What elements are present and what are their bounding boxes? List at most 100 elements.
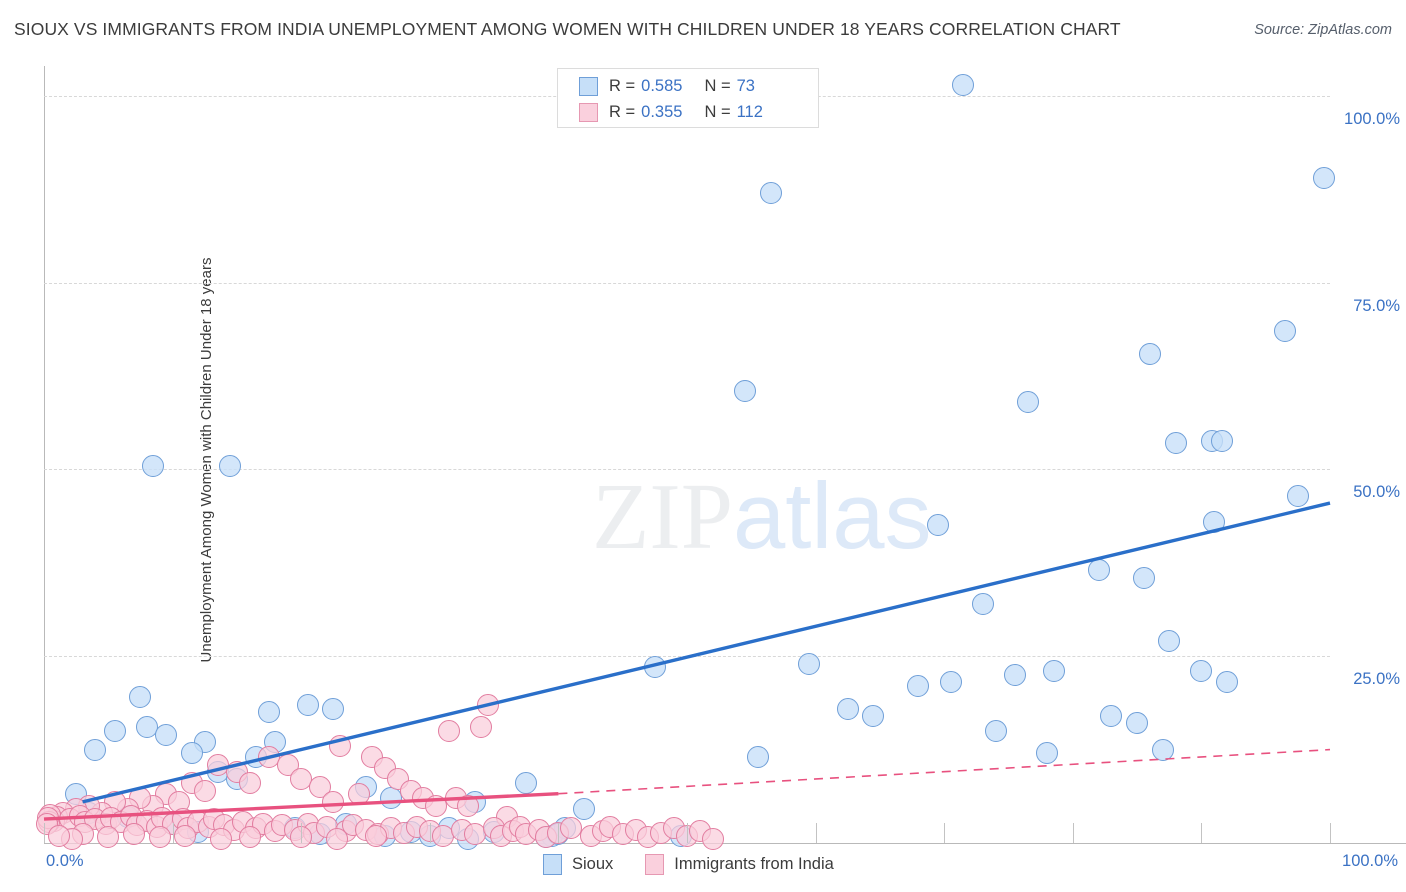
data-point: [142, 454, 165, 477]
gridline-25: [44, 656, 1330, 658]
data-point: [348, 783, 371, 806]
data-point: [952, 73, 975, 96]
data-point: [515, 772, 538, 795]
data-point: [97, 826, 120, 849]
legend-label-immigrants-from-india: Immigrants from India: [674, 854, 834, 873]
x-axis-line: [44, 843, 1406, 844]
stats-r-key-immigrants-from-india: R =: [609, 102, 636, 121]
page-title: SIOUX VS IMMIGRANTS FROM INDIA UNEMPLOYM…: [14, 19, 1121, 39]
watermark-atlas: atlas: [733, 463, 932, 568]
data-point: [746, 746, 769, 769]
data-point: [364, 824, 387, 847]
data-point: [470, 716, 493, 739]
legend-label-sioux: Sioux: [572, 854, 614, 873]
x-axis-min-label: 0.0%: [46, 852, 84, 870]
data-point: [1203, 510, 1226, 533]
x-tick-60: [815, 823, 817, 843]
x-tick-90: [1201, 823, 1203, 843]
stats-r-value-immigrants-from-india: 0.355: [641, 102, 683, 121]
data-point: [103, 719, 126, 742]
data-point: [939, 671, 962, 694]
data-point: [1164, 432, 1187, 455]
data-point: [1286, 484, 1309, 507]
stats-r-value-sioux: 0.585: [641, 76, 683, 95]
data-point: [328, 734, 351, 757]
x-tick-70: [944, 823, 946, 843]
data-point: [380, 787, 403, 810]
data-point: [123, 823, 146, 846]
data-point: [48, 824, 71, 847]
data-point: [1132, 566, 1155, 589]
stats-n-key-sioux: N =: [704, 76, 731, 95]
data-point: [971, 592, 994, 615]
y-tick-label-25: 25.0%: [1353, 670, 1400, 689]
stats-n-value-immigrants-from-india: 112: [736, 102, 763, 121]
stats-r-key-sioux: R =: [609, 76, 636, 95]
data-point: [701, 827, 724, 850]
data-point: [180, 742, 203, 765]
x-tick-10: [172, 823, 174, 843]
data-point: [219, 454, 242, 477]
data-point: [1016, 391, 1039, 414]
stats-row-immigrants-from-india: R = 0.355 N = 112: [579, 99, 763, 125]
y-axis-title-container: Unemployment Among Women with Children U…: [6, 160, 215, 760]
data-point: [210, 827, 233, 850]
data-point: [326, 827, 349, 850]
data-point: [1210, 430, 1233, 453]
x-tick-30: [429, 823, 431, 843]
data-point: [1100, 704, 1123, 727]
data-point: [926, 514, 949, 537]
data-point: [1151, 738, 1174, 761]
source-label: Source: ZipAtlas.com: [1254, 22, 1392, 38]
data-point: [836, 697, 859, 720]
data-point: [733, 379, 756, 402]
data-point: [573, 798, 596, 821]
y-tick-label-100: 100.0%: [1344, 109, 1400, 128]
x-tick-80: [1072, 823, 1074, 843]
watermark: ZIPatlas: [592, 462, 932, 571]
x-axis-max-label: 100.0%: [1342, 852, 1398, 870]
data-point: [238, 826, 261, 849]
data-point: [862, 704, 885, 727]
data-point: [425, 794, 448, 817]
stats-n-value-sioux: 73: [736, 76, 755, 95]
y-axis-line: [44, 66, 45, 843]
data-point: [643, 656, 666, 679]
x-tick-100: [1330, 823, 1331, 843]
gridline-50: [44, 469, 1330, 471]
data-point: [1158, 630, 1181, 653]
data-point: [984, 719, 1007, 742]
data-point: [907, 675, 930, 698]
legend-item-sioux[interactable]: Sioux: [543, 853, 614, 875]
data-point: [238, 772, 261, 795]
data-point: [155, 723, 178, 746]
x-tick-40: [558, 823, 560, 843]
data-point: [148, 826, 171, 849]
data-point: [1036, 742, 1059, 765]
stats-swatch-immigrants-from-india: [579, 102, 598, 122]
data-point: [1126, 712, 1149, 735]
data-point: [457, 794, 480, 817]
data-point: [438, 719, 461, 742]
y-tick-label-50: 50.0%: [1353, 483, 1400, 502]
x-tick-20: [301, 823, 303, 843]
data-point: [193, 779, 216, 802]
data-point: [1216, 671, 1239, 694]
data-point: [129, 686, 152, 709]
legend-swatch-sioux: [543, 853, 562, 875]
legend-item-immigrants-from-india[interactable]: Immigrants from India: [645, 853, 834, 875]
data-point: [322, 697, 345, 720]
data-point: [1312, 167, 1335, 190]
data-point: [1003, 663, 1026, 686]
data-point: [1042, 660, 1065, 683]
data-point: [476, 693, 499, 716]
stats-swatch-sioux: [579, 76, 598, 96]
data-point: [1190, 660, 1213, 683]
data-point: [798, 652, 821, 675]
data-point: [258, 701, 281, 724]
series-legend: Sioux Immigrants from India: [543, 851, 866, 877]
data-point: [84, 738, 107, 761]
y-tick-label-75: 75.0%: [1353, 296, 1400, 315]
data-point: [174, 824, 197, 847]
plot-area: ZIPatlas: [35, 66, 1335, 850]
